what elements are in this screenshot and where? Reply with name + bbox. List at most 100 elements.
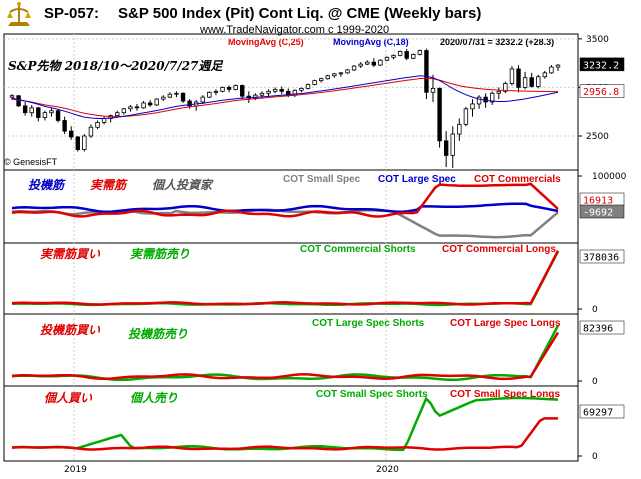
price-annotation: S&P先物 2018/10～2020/7/27週足 xyxy=(8,59,223,73)
label-spec-buy: 投機筋買い xyxy=(40,323,101,337)
candle xyxy=(266,89,271,97)
candle-body xyxy=(95,122,100,128)
candle-body xyxy=(253,94,258,99)
candle xyxy=(351,65,357,71)
candle xyxy=(42,110,48,121)
candle-body xyxy=(305,84,311,89)
candle-body xyxy=(555,64,561,68)
candle xyxy=(22,102,28,116)
legend-small-spec-shorts: COT Small Spec Shorts xyxy=(316,389,428,400)
candle xyxy=(279,86,284,95)
candle-body xyxy=(509,68,515,84)
label-commercial-buy: 実需筋買い xyxy=(40,247,101,261)
grid-lines xyxy=(4,34,578,461)
candle-body xyxy=(476,96,482,105)
label-commercial-sell: 実需筋売り xyxy=(130,247,190,261)
candle-body xyxy=(417,50,423,55)
tag-large-spec-shorts: 82396 xyxy=(579,320,625,335)
candle-body xyxy=(101,118,107,123)
candle xyxy=(496,87,501,100)
label-individual-sell: 個人売り xyxy=(130,391,178,405)
candle xyxy=(430,74,436,102)
candle xyxy=(167,92,173,99)
candle-body xyxy=(55,110,61,121)
candle xyxy=(463,106,469,127)
cot-y-tick-label-1: 0 xyxy=(592,305,598,315)
candle xyxy=(411,53,416,60)
candle-body xyxy=(154,98,159,106)
candle-body xyxy=(128,106,133,110)
candle-body xyxy=(147,102,153,106)
tag-last-price: 3232.2 xyxy=(579,57,625,71)
tag-large-spec-shorts-text: 82396 xyxy=(583,324,613,335)
candle xyxy=(207,91,212,99)
candle xyxy=(371,58,377,68)
tag-small-spec-net: -9692 xyxy=(579,204,625,219)
candle xyxy=(62,116,67,135)
candle xyxy=(49,107,54,117)
ma18-label: MovingAvg (C,18) xyxy=(333,37,409,47)
candle-body xyxy=(411,54,416,59)
candle-body xyxy=(213,90,219,93)
large-spec-net-line xyxy=(11,202,559,214)
candle xyxy=(299,87,304,93)
candle-body xyxy=(529,77,534,87)
candle xyxy=(555,64,561,71)
candle xyxy=(516,65,521,93)
candle-body xyxy=(542,72,548,78)
candle xyxy=(55,108,61,123)
cot-y-tick-label-2: 0 xyxy=(592,377,598,387)
legend-commercial-longs: COT Commercial Longs xyxy=(442,244,556,255)
label-commercial: 実需筋 xyxy=(90,178,128,192)
small-spec-shorts-line xyxy=(11,396,559,452)
candle-body xyxy=(167,93,173,98)
candle-body xyxy=(397,51,403,56)
candle-body xyxy=(42,112,48,118)
candle-body xyxy=(207,91,212,98)
candle-body xyxy=(220,87,225,92)
candle xyxy=(503,81,508,94)
candle xyxy=(292,89,298,98)
candle-body xyxy=(378,59,383,66)
commercials-net-line xyxy=(11,182,559,218)
tag-commercials-net-text: 16913 xyxy=(583,196,613,207)
y-tick-label-2: 3500 xyxy=(586,35,609,45)
candle xyxy=(384,56,390,62)
candle-body xyxy=(351,65,357,71)
label-individual-buy: 個人買い xyxy=(44,391,93,405)
candle-body xyxy=(549,66,554,74)
tag-ma-text: 2956.8 xyxy=(583,87,619,98)
candle xyxy=(180,92,186,103)
candle xyxy=(424,48,429,100)
candle xyxy=(128,104,133,112)
candle-body xyxy=(516,68,521,88)
tag-small-spec-shorts-text: 69297 xyxy=(583,408,613,419)
candle xyxy=(174,91,179,98)
candle-body xyxy=(115,112,120,117)
candle xyxy=(88,124,94,138)
tag-ma: 2956.8 xyxy=(579,84,625,98)
candle xyxy=(226,85,232,93)
candle xyxy=(437,87,442,148)
cot-y-tick-label-3: 0 xyxy=(592,452,598,462)
tag-small-spec-net-box xyxy=(579,204,625,219)
tradenavigator-logo-icon xyxy=(7,2,31,26)
legend-large-spec-longs: COT Large Spec Longs xyxy=(450,318,561,329)
candle xyxy=(338,71,344,77)
ma25-label: MovingAvg (C,25) xyxy=(228,37,304,47)
candle-body xyxy=(318,78,324,82)
candle xyxy=(101,116,107,125)
candle xyxy=(193,100,199,111)
candle-body xyxy=(134,106,140,109)
candle-body xyxy=(404,51,409,59)
candle xyxy=(75,136,80,152)
candle-body xyxy=(332,73,337,77)
candle xyxy=(233,84,238,91)
candle xyxy=(397,50,403,57)
candle-body xyxy=(430,88,436,93)
candle-body xyxy=(69,130,74,138)
tag-small-spec-shorts: 69297 xyxy=(579,404,625,419)
candle-body xyxy=(391,54,396,58)
candle-body xyxy=(450,133,455,156)
value-tags: 3232.2 2956.8 16913-9692 378036 82396 69297 xyxy=(579,57,625,419)
